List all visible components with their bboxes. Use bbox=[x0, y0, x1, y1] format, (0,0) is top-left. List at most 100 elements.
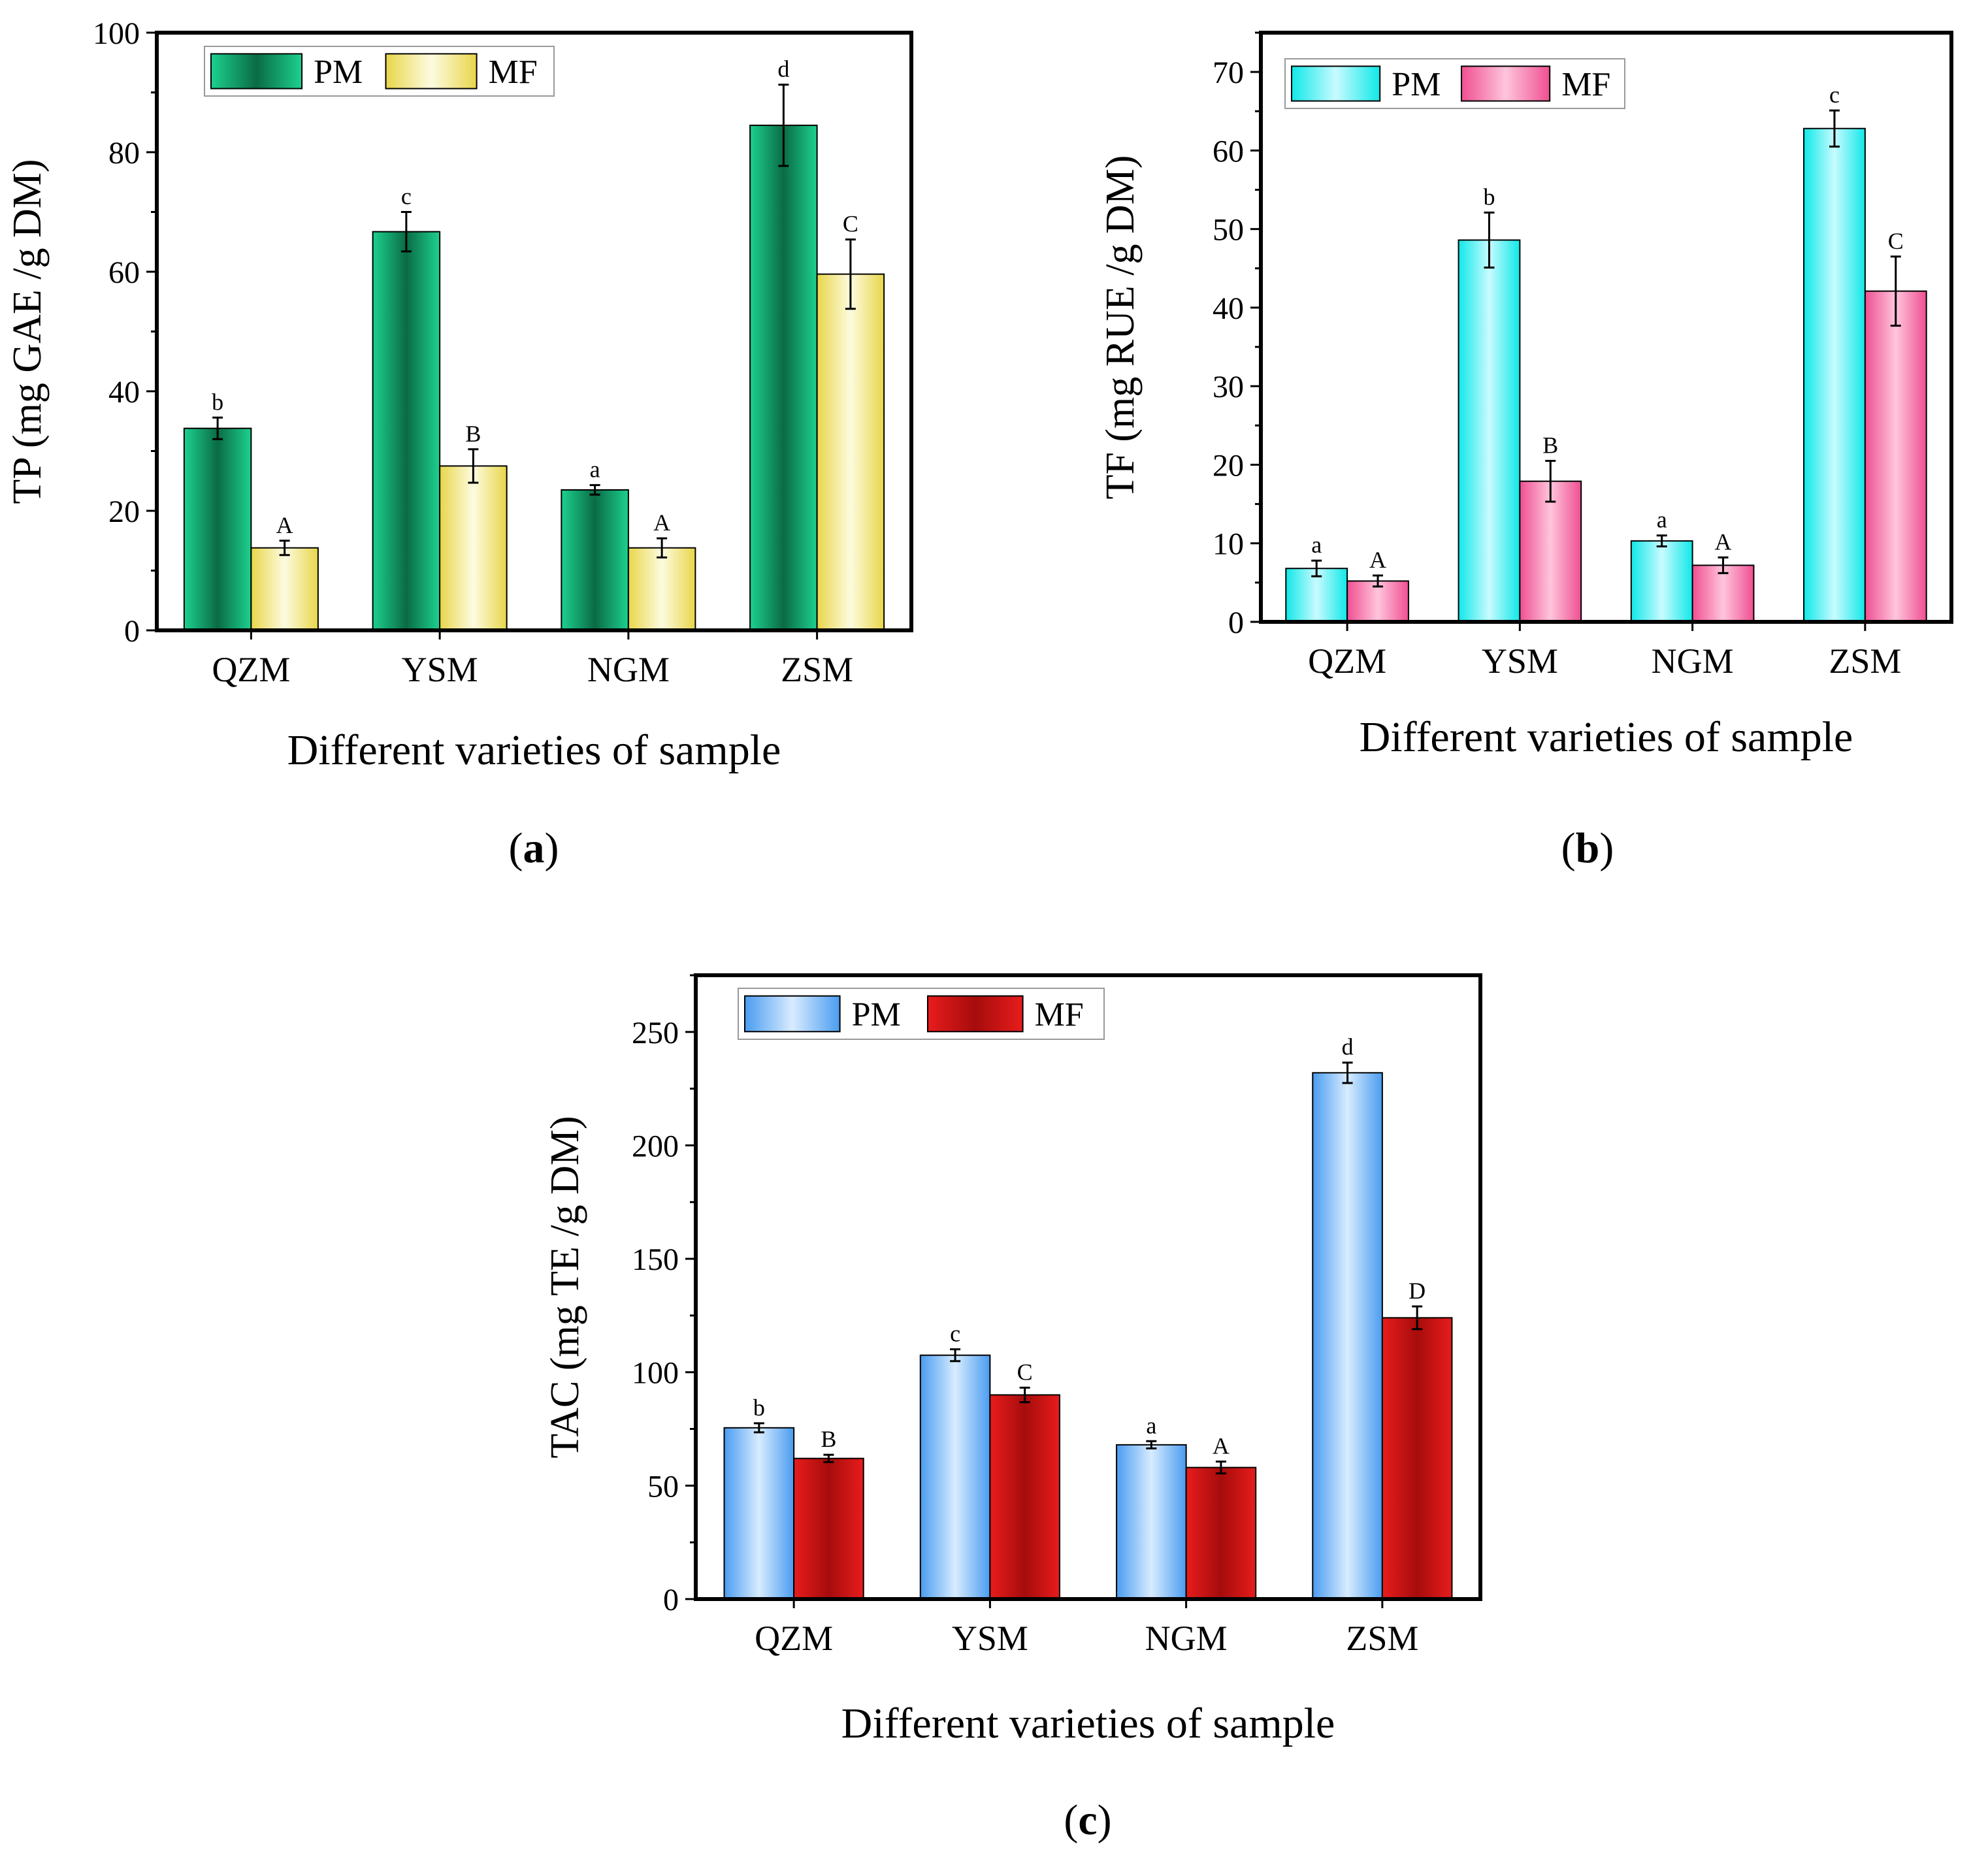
panel-a-y-tick-label-0: 0 bbox=[124, 614, 140, 649]
panel-a-bar-mf-zsm bbox=[816, 273, 885, 632]
panel-c-bar-pm-qzm bbox=[723, 1427, 795, 1600]
panel-a-sig-letter-mf-zsm: C bbox=[843, 211, 858, 237]
panel-b-errorbar-pm-ngm bbox=[1656, 534, 1667, 548]
panel-c-y-tick-label-200: 200 bbox=[632, 1129, 679, 1163]
panel-a-plot-frame bbox=[155, 31, 913, 632]
panel-c-sig-letter-mf-ysm: C bbox=[1017, 1359, 1033, 1385]
panel-a-x-tick-label-qzm: QZM bbox=[212, 650, 290, 689]
panel-a-sig-letter-mf-qzm: A bbox=[276, 512, 293, 538]
panel-b-plot-frame bbox=[1259, 31, 1953, 624]
panel-c-sig-letter-pm-ngm: a bbox=[1146, 1412, 1156, 1438]
panel-a-legend: PM MF bbox=[204, 46, 555, 97]
panel-b-y-tick-label-10: 10 bbox=[1213, 527, 1244, 562]
panel-a-errorbar-pm-qzm bbox=[212, 416, 223, 440]
panel-b-sig-letter-mf-ngm: A bbox=[1715, 528, 1732, 555]
panel-b-legend-swatch-mf bbox=[1461, 65, 1551, 102]
panel-b-y-tick-label-20: 20 bbox=[1213, 448, 1244, 483]
panel-c-bar-pm-ysm bbox=[919, 1354, 991, 1600]
panel-b-y-tick-label-60: 60 bbox=[1213, 134, 1244, 169]
panel-b-sig-letter-mf-ysm: B bbox=[1542, 432, 1558, 458]
panel-b-legend-swatch-pm bbox=[1291, 65, 1381, 102]
panel-b-bar-mf-ngm bbox=[1691, 564, 1755, 623]
panel-b-x-tick-label-ngm: NGM bbox=[1652, 641, 1734, 681]
panel-c-x-tick-label-zsm: ZSM bbox=[1346, 1619, 1418, 1658]
panel-c-legend-swatch-pm bbox=[744, 995, 841, 1033]
panel-a-errorbar-pm-ngm bbox=[589, 484, 600, 496]
panel-a-bar-mf-ysm bbox=[439, 465, 508, 631]
panel-b-chart: a A QZM b B YSM a A NGM c C ZSM 0 10 20 30 40 50 60 70 PM MF T… bbox=[1098, 31, 1953, 872]
panel-c-errorbar-mf-ysm bbox=[1019, 1386, 1030, 1404]
panel-c-errorbar-mf-qzm bbox=[823, 1453, 834, 1463]
panel-a-sig-letter-pm-zsm: d bbox=[777, 56, 789, 82]
panel-c-plot-frame bbox=[694, 973, 1482, 1601]
panel-c-legend: PM MF bbox=[738, 988, 1105, 1040]
panel-b-legend: PM MF bbox=[1284, 58, 1625, 109]
panel-a-panel-label: (a) bbox=[509, 824, 559, 872]
panel-a-x-tick-label-ysm: YSM bbox=[402, 650, 478, 689]
panel-c-errorbar-mf-zsm bbox=[1412, 1305, 1423, 1331]
panel-b-bar-pm-ngm bbox=[1630, 540, 1693, 623]
panel-c-x-tick-label-ngm: NGM bbox=[1145, 1619, 1228, 1658]
panel-b-bar-pm-ysm bbox=[1458, 239, 1521, 623]
panel-a-legend-label-pm: PM bbox=[314, 54, 363, 91]
panel-c-sig-letter-mf-ngm: A bbox=[1213, 1433, 1230, 1459]
panel-b-errorbar-mf-qzm bbox=[1373, 574, 1384, 588]
panel-b-bar-pm-zsm bbox=[1803, 127, 1866, 623]
panel-a-sig-letter-pm-qzm: b bbox=[212, 389, 223, 415]
panel-b-errorbar-mf-zsm bbox=[1890, 255, 1901, 327]
panel-c-y-tick-label-250: 250 bbox=[632, 1016, 679, 1050]
panel-b-panel-label: (b) bbox=[1561, 824, 1614, 872]
panel-b-bar-pm-qzm bbox=[1285, 568, 1348, 623]
panel-c-errorbar-pm-zsm bbox=[1342, 1061, 1353, 1084]
panel-c-legend-label-mf: MF bbox=[1035, 996, 1084, 1033]
panel-b-bar-mf-ysm bbox=[1519, 480, 1582, 623]
panel-c-y-tick-label-100: 100 bbox=[632, 1356, 679, 1391]
panel-c-errorbar-pm-qzm bbox=[753, 1422, 764, 1434]
panel-c-bar-pm-ngm bbox=[1116, 1444, 1187, 1600]
panel-c-sig-letter-pm-ysm: c bbox=[950, 1321, 960, 1347]
panel-b-sig-letter-mf-zsm: C bbox=[1888, 228, 1904, 254]
panel-b-sig-letter-pm-zsm: c bbox=[1829, 82, 1840, 108]
panel-a-x-tick-label-ngm: NGM bbox=[587, 650, 670, 689]
panel-a-chart: b A QZM c B YSM a A NGM d C ZSM 0 20 40 60 80 100 PM MF TP (… bbox=[5, 16, 913, 872]
panel-a-y-tick-label-40: 40 bbox=[108, 375, 140, 410]
panel-a-errorbar-pm-ysm bbox=[400, 211, 412, 253]
panel-b-sig-letter-mf-qzm: A bbox=[1369, 547, 1386, 573]
panel-a-bar-pm-qzm bbox=[183, 427, 252, 631]
panel-a-x-axis-title: Different varieties of sample bbox=[287, 726, 781, 774]
panel-c-panel-label: (c) bbox=[1064, 1796, 1111, 1844]
panel-c-y-tick-label-50: 50 bbox=[647, 1469, 679, 1504]
panel-a-errorbar-mf-ngm bbox=[657, 537, 668, 558]
panel-b-x-tick-label-qzm: QZM bbox=[1308, 641, 1386, 681]
panel-b-bar-mf-zsm bbox=[1864, 290, 1927, 623]
panel-b-x-tick-label-zsm: ZSM bbox=[1829, 641, 1901, 681]
panel-b-errorbar-pm-ysm bbox=[1484, 211, 1495, 269]
panel-c-legend-label-pm: PM bbox=[852, 996, 901, 1033]
panel-b-y-axis-title: TF (mg RUE /g DM) bbox=[1098, 155, 1143, 500]
panel-c-errorbar-mf-ngm bbox=[1215, 1461, 1226, 1475]
panel-a-bar-mf-ngm bbox=[627, 547, 696, 631]
panel-c-bar-mf-ngm bbox=[1185, 1466, 1257, 1600]
panel-c-sig-letter-mf-zsm: D bbox=[1409, 1278, 1426, 1304]
panel-c-bar-mf-qzm bbox=[793, 1457, 864, 1600]
panel-a-bar-mf-qzm bbox=[250, 547, 319, 631]
panel-a-sig-letter-pm-ngm: a bbox=[590, 457, 600, 483]
panel-a-y-tick-label-20: 20 bbox=[108, 494, 140, 529]
panel-b-errorbar-mf-ysm bbox=[1545, 459, 1556, 503]
panel-a-y-tick-label-80: 80 bbox=[108, 136, 140, 170]
panel-a-y-tick-label-60: 60 bbox=[108, 255, 140, 290]
panel-a-sig-letter-mf-ysm: B bbox=[465, 421, 481, 447]
panel-a-errorbar-mf-zsm bbox=[845, 238, 856, 310]
panel-c-y-tick-label-0: 0 bbox=[663, 1583, 679, 1617]
panel-b-sig-letter-pm-ngm: a bbox=[1657, 507, 1667, 533]
panel-c-x-tick-label-qzm: QZM bbox=[755, 1619, 833, 1658]
panel-c-x-tick-label-ysm: YSM bbox=[952, 1619, 1028, 1658]
panel-b-x-axis-title: Different varieties of sample bbox=[1360, 713, 1853, 761]
panel-b-errorbar-pm-qzm bbox=[1311, 559, 1322, 577]
panel-b-y-tick-label-30: 30 bbox=[1213, 370, 1244, 404]
panel-c-sig-letter-mf-qzm: B bbox=[821, 1426, 836, 1452]
panel-a-x-tick-label-zsm: ZSM bbox=[781, 650, 853, 689]
panel-c-y-axis-title: TAC (mg TE /g DM) bbox=[543, 1116, 587, 1458]
panel-a-legend-swatch-mf bbox=[385, 53, 478, 89]
